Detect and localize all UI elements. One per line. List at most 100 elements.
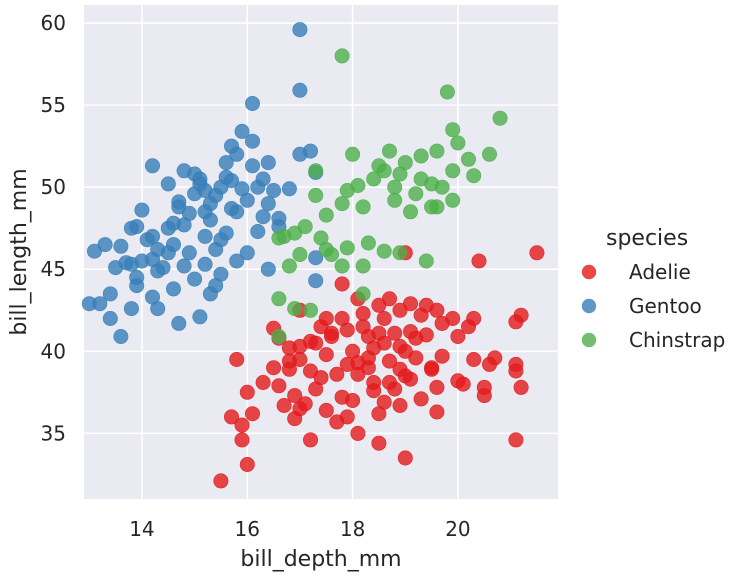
data-point — [355, 258, 371, 274]
legend-marker — [581, 332, 597, 348]
data-point — [202, 212, 218, 228]
data-point — [266, 183, 282, 199]
data-point — [334, 276, 350, 292]
data-point — [197, 228, 213, 244]
data-point — [245, 96, 261, 112]
data-point — [197, 183, 213, 199]
data-point — [434, 179, 450, 195]
data-point — [413, 391, 429, 407]
data-point — [176, 258, 192, 274]
data-point — [260, 261, 276, 277]
y-tick-label: 60 — [41, 11, 66, 35]
data-point — [381, 143, 397, 159]
data-point — [529, 245, 545, 261]
data-point — [224, 201, 240, 217]
data-point — [376, 243, 392, 259]
series-adelie — [213, 245, 545, 489]
data-point — [102, 310, 118, 326]
data-point — [150, 301, 166, 317]
data-point — [145, 158, 161, 174]
series-gentoo — [81, 22, 324, 344]
data-point — [229, 146, 245, 162]
data-point — [308, 163, 324, 179]
data-point — [376, 394, 392, 410]
data-point — [134, 202, 150, 218]
data-point — [245, 133, 261, 149]
data-point — [171, 315, 187, 331]
data-point — [371, 435, 387, 451]
data-point — [302, 432, 318, 448]
y-tick-label: 40 — [41, 339, 66, 363]
data-point — [287, 388, 303, 404]
x-tick-label: 16 — [235, 517, 260, 541]
data-point — [292, 22, 308, 38]
data-point — [239, 245, 255, 261]
data-point — [366, 383, 382, 399]
data-point — [355, 286, 371, 302]
data-point — [355, 305, 371, 321]
data-point — [166, 281, 182, 297]
data-point — [460, 151, 476, 167]
y-tick-label: 55 — [41, 93, 66, 117]
data-point — [508, 363, 524, 379]
data-point — [392, 166, 408, 182]
points — [81, 22, 545, 489]
data-point — [218, 155, 234, 171]
data-point — [360, 328, 376, 344]
tick-labels: 14 16 18 20 35 40 45 50 55 60 — [41, 11, 471, 541]
data-point — [334, 258, 350, 274]
data-point — [113, 328, 129, 344]
data-point — [129, 278, 145, 294]
data-point — [171, 199, 187, 215]
legend-label: Adelie — [629, 260, 691, 284]
data-point — [397, 450, 413, 466]
data-point — [350, 355, 366, 371]
data-point — [381, 291, 397, 307]
data-point — [123, 301, 139, 317]
data-point — [87, 243, 103, 259]
data-point — [292, 401, 308, 417]
data-point — [434, 315, 450, 331]
data-point — [250, 224, 266, 240]
data-point — [450, 373, 466, 389]
data-point — [318, 310, 334, 326]
data-point — [102, 286, 118, 302]
data-point — [234, 181, 250, 197]
data-point — [323, 247, 339, 263]
data-point — [376, 163, 392, 179]
data-point — [318, 347, 334, 363]
data-point — [255, 374, 271, 390]
y-tick-label: 50 — [41, 175, 66, 199]
x-tick-label: 18 — [340, 517, 365, 541]
data-point — [508, 432, 524, 448]
data-point — [387, 325, 403, 341]
data-point — [513, 307, 529, 323]
data-point — [466, 351, 482, 367]
data-point — [234, 123, 250, 139]
data-point — [445, 163, 461, 179]
data-point — [213, 473, 229, 489]
data-point — [466, 168, 482, 184]
data-point — [318, 402, 334, 418]
data-point — [445, 192, 461, 208]
data-point — [434, 348, 450, 364]
data-point — [276, 397, 292, 413]
data-point — [460, 319, 476, 335]
data-point — [192, 309, 208, 325]
data-point — [229, 351, 245, 367]
x-tick-label: 14 — [129, 517, 154, 541]
data-point — [297, 219, 313, 235]
data-point — [302, 363, 318, 379]
data-point — [439, 84, 455, 100]
data-point — [318, 207, 334, 223]
data-point — [308, 250, 324, 266]
data-point — [392, 245, 408, 261]
data-point — [339, 240, 355, 256]
data-point — [429, 379, 445, 395]
data-point — [281, 181, 297, 197]
data-point — [402, 371, 418, 387]
series-chinstrap — [271, 48, 508, 344]
data-point — [376, 310, 392, 326]
data-point — [445, 122, 461, 138]
